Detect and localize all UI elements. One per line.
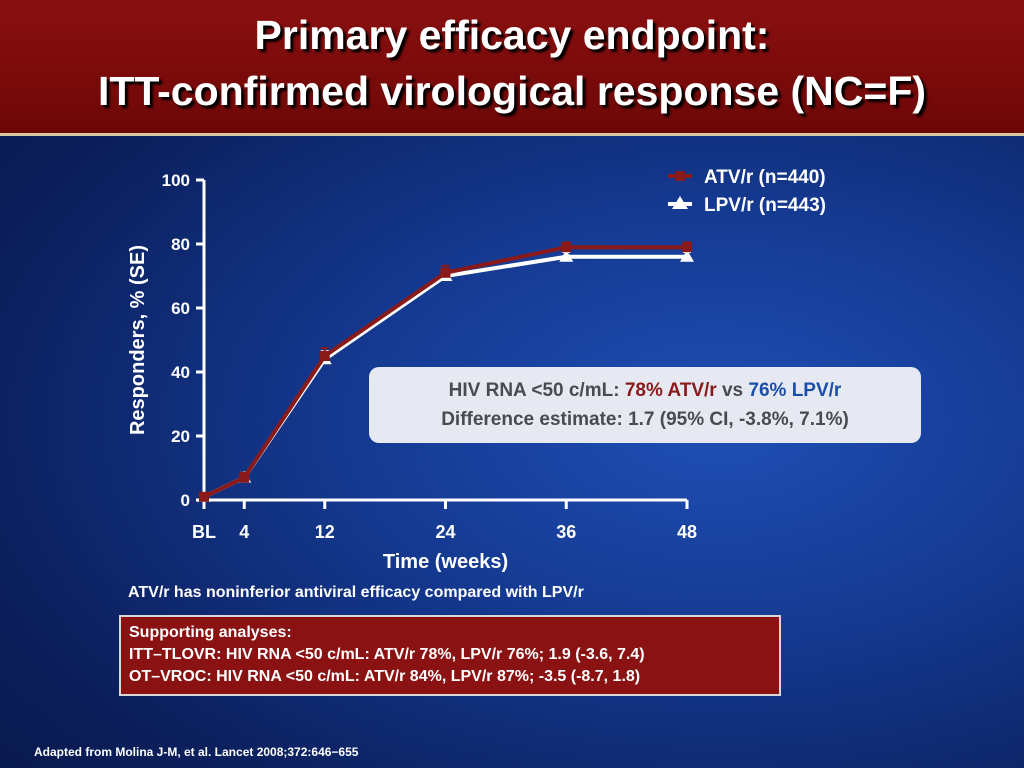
page-title-line2: ITT-confirmed virological response (NC=F… (97, 68, 927, 114)
y-tick-label: 20 (171, 427, 190, 446)
callout-vs: vs (716, 380, 749, 401)
callout-line2: Difference estimate: 1.7 (95% CI, -3.8%,… (441, 409, 849, 430)
result-callout: HIV RNA <50 c/mL: 78% ATV/r vs 76% LPV/r… (369, 367, 921, 443)
support-heading: Supporting analyses: (129, 624, 292, 641)
data-point-atv (682, 242, 692, 253)
y-tick-label: 0 (181, 491, 190, 510)
callout-atv-value: 78% ATV/r (624, 380, 717, 401)
y-tick-label: 100 (162, 171, 190, 190)
y-tick-label: 40 (171, 363, 190, 382)
x-tick-label: 24 (435, 522, 455, 542)
x-tick-label: 48 (677, 522, 697, 542)
data-point-atv (561, 242, 572, 253)
series-line-atv (203, 245, 687, 499)
title-banner: Primary efficacy endpoint: ITT-confirmed… (0, 0, 1024, 136)
x-tick-label: 4 (239, 522, 249, 542)
support-line2: OT–VROC: HIV RNA <50 c/mL: ATV/r 84%, LP… (129, 668, 641, 685)
y-axis-title: Responders, % (SE) (127, 245, 149, 435)
data-point-lpv (559, 249, 574, 262)
data-point-atv (319, 351, 330, 361)
y-tick-label: 80 (171, 235, 190, 254)
efficacy-line-chart: 0 20 40 60 80 100 BL 4 12 24 36 48 Time (weeks) Respo… (127, 167, 826, 573)
data-point-atv (199, 491, 209, 502)
legend-label: ATV/r (n=440) (704, 167, 826, 188)
callout-line1: HIV RNA <50 c/mL: 78% ATV/r vs 76% LPV/r (369, 376, 921, 405)
x-tick-label: 12 (315, 522, 335, 542)
supporting-analyses-box: Supporting analyses: ITT–TLOVR: HIV RNA … (119, 615, 781, 696)
callout-lpv-value: 76% LPV/r (748, 380, 842, 401)
callout-prefix: HIV RNA <50 c/mL: (448, 380, 625, 401)
legend-marker-atv (675, 171, 685, 181)
page-title-line1: Primary efficacy endpoint: (254, 12, 770, 58)
x-axis-title: Time (weeks) (383, 551, 508, 573)
x-tick-label: BL (192, 522, 216, 542)
data-point-atv (440, 267, 451, 278)
data-point-lpv (680, 249, 694, 262)
legend-label: LPV/r (n=443) (704, 195, 826, 216)
conclusion-text: ATV/r has noninferior antiviral efficacy… (128, 584, 584, 601)
x-tick-label: 36 (556, 522, 576, 542)
citation-footnote: Adapted from Molina J-M, et al. Lancet 2… (34, 745, 359, 759)
legend-marker-lpv (672, 196, 688, 209)
data-point-atv (239, 472, 250, 483)
y-tick-label: 60 (171, 299, 190, 318)
support-line1: ITT–TLOVR: HIV RNA <50 c/mL: ATV/r 78%, … (129, 646, 645, 663)
